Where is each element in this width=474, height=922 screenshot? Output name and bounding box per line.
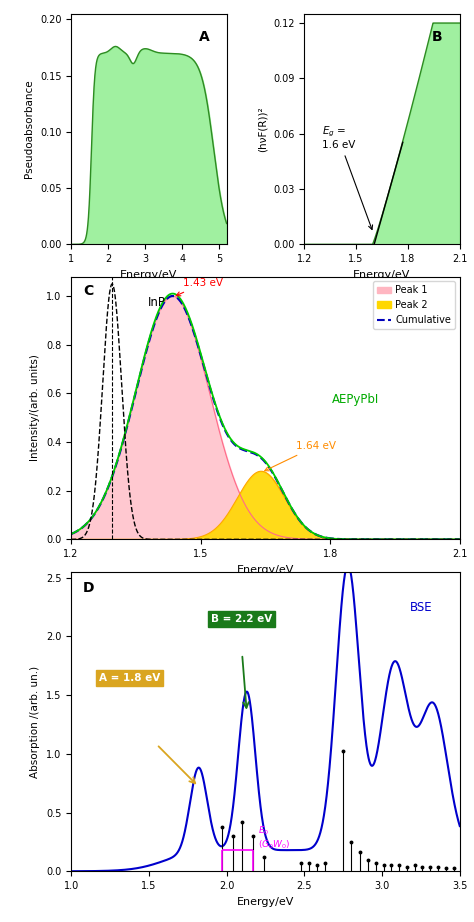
Text: A = 1.8 eV: A = 1.8 eV: [99, 673, 160, 683]
Text: 1.43 eV: 1.43 eV: [176, 278, 223, 296]
X-axis label: Energy/eV: Energy/eV: [120, 269, 178, 279]
Y-axis label: (hνF(R))²: (hνF(R))²: [257, 106, 267, 152]
Text: 1.64 eV: 1.64 eV: [265, 442, 336, 471]
Legend: Peak 1, Peak 2, Cumulative: Peak 1, Peak 2, Cumulative: [373, 281, 455, 329]
Text: B: B: [432, 30, 442, 44]
Text: D: D: [83, 581, 94, 595]
Text: B = 2.2 eV: B = 2.2 eV: [211, 614, 272, 624]
Text: AEPyPbI: AEPyPbI: [331, 393, 379, 406]
Text: A: A: [199, 30, 210, 44]
Text: InP: InP: [148, 296, 165, 309]
Text: $E_0$
$(G_0W_0)$: $E_0$ $(G_0W_0)$: [258, 824, 290, 851]
Text: BSE: BSE: [410, 600, 433, 614]
X-axis label: Energy/eV: Energy/eV: [237, 896, 294, 906]
Y-axis label: Intensity/(arb. units): Intensity/(arb. units): [30, 355, 40, 461]
Text: C: C: [83, 285, 93, 299]
Text: $E_g$ =
1.6 eV: $E_g$ = 1.6 eV: [321, 124, 373, 230]
Y-axis label: Pseudoabsorbance: Pseudoabsorbance: [24, 80, 34, 178]
X-axis label: Energy/eV: Energy/eV: [237, 564, 294, 574]
Y-axis label: Absorption /(arb. un.): Absorption /(arb. un.): [30, 666, 40, 777]
X-axis label: Energy/eV: Energy/eV: [353, 269, 411, 279]
